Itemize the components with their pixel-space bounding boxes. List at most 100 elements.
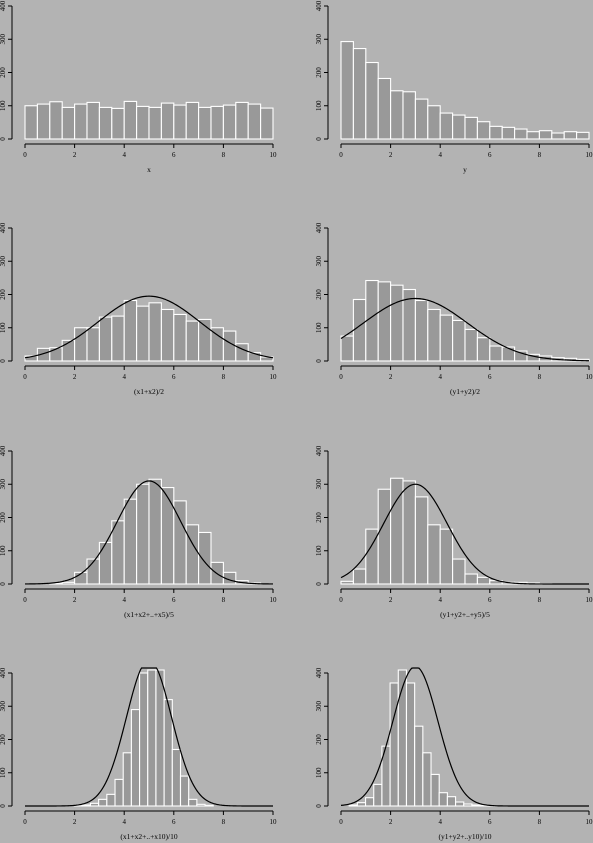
x-tick-label: 2 [389, 151, 393, 159]
y-tick-label: 200 [315, 289, 323, 300]
histogram-bar [352, 298, 367, 362]
histogram-bar [185, 320, 200, 362]
x-tick-label: 6 [172, 373, 176, 381]
x-axis-label: (y1+y2)/2 [450, 387, 480, 396]
histogram-bar [136, 305, 150, 362]
x-tick-label: 6 [488, 596, 492, 604]
histogram-bar [576, 131, 590, 140]
y-tick-label: 100 [315, 100, 323, 111]
x-axis-label: (y1+y2+..+y5)/5 [440, 610, 490, 619]
x-tick-label: 2 [389, 373, 393, 381]
y-tick-label: 200 [0, 67, 7, 78]
x-tick-label: 8 [222, 818, 226, 826]
histogram-bar [160, 487, 175, 585]
histogram-bar [61, 106, 76, 140]
histogram-bar [489, 345, 503, 362]
x-axis-label: (x1+x2+..+x5)/5 [124, 610, 174, 619]
histogram-bar [364, 797, 375, 807]
histogram-bar [464, 573, 478, 585]
histogram-bar [377, 281, 392, 362]
y-tick-label: 0 [315, 359, 323, 363]
histogram-bar [198, 106, 212, 140]
y-tick-label: 100 [0, 545, 7, 556]
x-tick-label: 2 [389, 596, 393, 604]
y-tick-label: 400 [0, 445, 7, 456]
histogram-bar [123, 100, 138, 140]
histogram-bar [348, 804, 358, 807]
histogram-bar [204, 804, 214, 807]
y-tick-label: 400 [0, 667, 7, 678]
x-axis-label: y [463, 165, 467, 174]
histogram-bar [538, 130, 553, 140]
histogram-bar [210, 327, 224, 362]
histogram-bar [471, 804, 481, 807]
histogram-bar [222, 571, 237, 585]
histogram-bar [430, 773, 440, 807]
histogram-bar [24, 105, 38, 140]
histogram-bar [389, 682, 399, 807]
x-axis-label: (y1+y2+..y10)/10 [438, 832, 491, 841]
x-tick-label: 4 [122, 818, 126, 826]
y-tick-label: 0 [315, 582, 323, 586]
y-tick-label: 0 [0, 582, 7, 586]
x-tick-label: 8 [538, 596, 542, 604]
x-tick-label: 0 [23, 373, 27, 381]
histogram-bar [198, 531, 212, 585]
histogram-bar [356, 802, 367, 807]
histogram-bar [526, 131, 540, 140]
y-tick-label: 100 [315, 767, 323, 778]
histogram-bar [139, 672, 149, 807]
y-tick-label: 100 [0, 100, 7, 111]
x-tick-label: 4 [438, 596, 442, 604]
histogram-bar [148, 106, 162, 140]
histogram-bar [260, 107, 274, 140]
x-tick-label: 0 [23, 151, 27, 159]
y-tick-label: 0 [315, 804, 323, 808]
x-tick-label: 8 [538, 151, 542, 159]
histogram-bar [235, 343, 249, 362]
x-tick-label: 2 [73, 596, 77, 604]
x-tick-label: 8 [222, 151, 226, 159]
histogram-bar [373, 783, 383, 807]
y-tick-label: 300 [315, 34, 323, 45]
histogram-bar [377, 77, 392, 140]
histogram-bar [414, 98, 429, 140]
normal-curve [24, 480, 274, 585]
histogram-bar [247, 103, 262, 140]
y-tick-label: 400 [315, 667, 323, 678]
histogram-bar [414, 496, 429, 585]
histogram-bar [49, 347, 63, 362]
histogram-bar [81, 804, 92, 807]
x-axis-label: x [147, 165, 151, 174]
histogram-bar [185, 101, 200, 140]
x-tick-label: 6 [488, 151, 492, 159]
histogram-bar [438, 792, 448, 807]
histogram-bar [148, 302, 162, 362]
normal-curve [24, 295, 274, 359]
y-tick-label: 400 [315, 445, 323, 456]
y-tick-label: 400 [315, 222, 323, 233]
x-tick-label: 10 [270, 596, 278, 604]
x-tick-label: 10 [586, 818, 593, 826]
x-axis-label: (x1+x2)/2 [134, 387, 164, 396]
y-tick-label: 0 [315, 137, 323, 141]
histogram-bar [173, 104, 187, 140]
histogram-bar [377, 488, 392, 585]
x-tick-label: 8 [222, 596, 226, 604]
normal-curve [340, 667, 589, 807]
x-tick-label: 0 [339, 151, 343, 159]
histogram-bar [196, 803, 206, 807]
histogram-bar [86, 101, 100, 140]
y-tick-label: 300 [315, 479, 323, 490]
histogram-bar [111, 520, 125, 585]
y-tick-label: 300 [0, 701, 7, 712]
histogram-bar [148, 478, 162, 585]
histogram-bar [61, 581, 76, 585]
histogram-bar [106, 793, 116, 807]
x-tick-label: 4 [122, 596, 126, 604]
histogram-bar [111, 107, 125, 140]
y-tick-label: 200 [315, 67, 323, 78]
y-tick-label: 0 [0, 137, 7, 141]
histogram-bar [340, 41, 354, 140]
